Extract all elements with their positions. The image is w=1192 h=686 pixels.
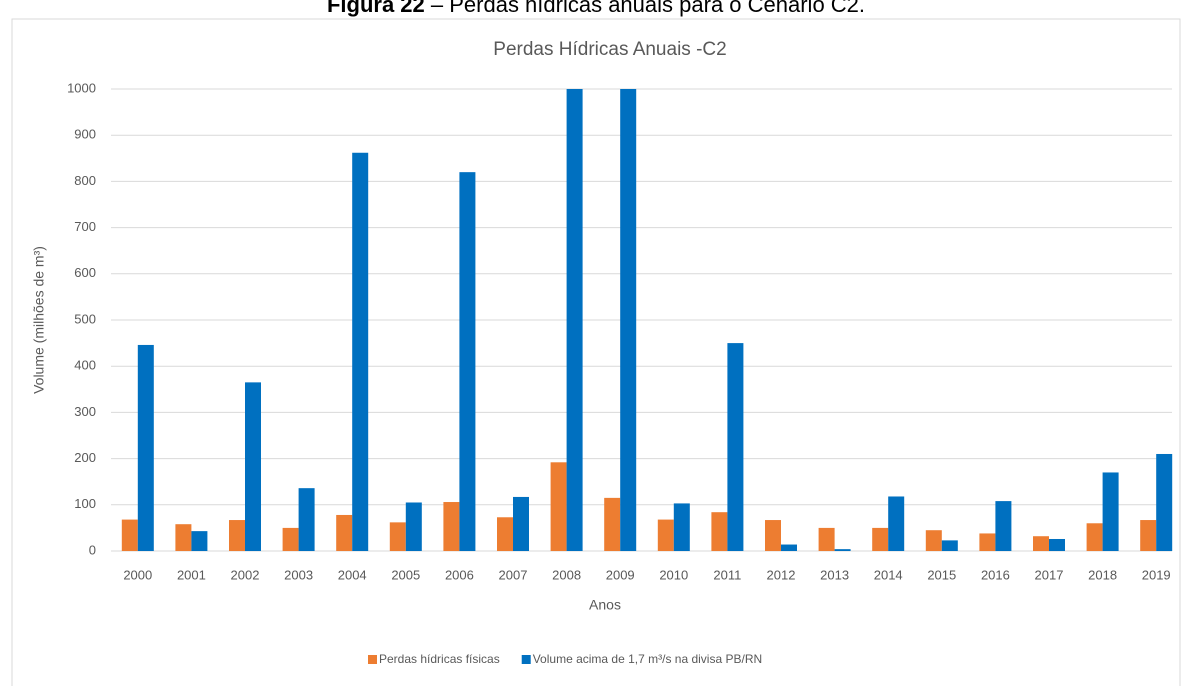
- chart-title: Perdas Hídricas Anuais -C2: [493, 39, 726, 60]
- x-tick-label: 2012: [767, 567, 796, 582]
- legend-label: Perdas hídricas físicas: [379, 652, 500, 666]
- bar: [657, 519, 674, 551]
- bar: [925, 530, 942, 551]
- bar: [229, 520, 245, 551]
- bar: [497, 517, 513, 551]
- x-tick-label: 2009: [606, 567, 635, 582]
- y-tick-label: 100: [74, 496, 96, 511]
- bar: [995, 501, 1012, 551]
- y-tick-label: 200: [74, 450, 96, 465]
- bar: [872, 527, 889, 551]
- bar: [1086, 523, 1103, 551]
- x-tick-label: 2010: [659, 567, 688, 582]
- x-tick-label: 2015: [927, 567, 956, 582]
- x-tick-label: 2007: [499, 567, 528, 582]
- x-tick-label: 2004: [338, 567, 367, 582]
- bar: [352, 152, 369, 552]
- x-tick-label: 2017: [1035, 567, 1064, 582]
- x-tick-label: 2006: [445, 567, 474, 582]
- bar: [979, 533, 996, 551]
- bar: [245, 382, 261, 551]
- bar: [298, 488, 315, 551]
- bar: [282, 527, 299, 551]
- bar: [765, 520, 781, 551]
- x-tick-label: 2001: [177, 567, 206, 582]
- y-tick-label: 400: [74, 358, 96, 373]
- x-tick-label: 2003: [284, 567, 313, 582]
- bar: [443, 502, 460, 551]
- y-tick-label: 1000: [67, 80, 96, 95]
- legend-swatch: [521, 655, 531, 664]
- bar: [1140, 520, 1157, 551]
- legend-swatch: [368, 655, 377, 664]
- legend-label: Volume acima de 1,7 m³/s na divisa PB/RN: [533, 652, 762, 666]
- bar: [389, 522, 406, 551]
- bar: [620, 89, 637, 551]
- bar: [1156, 453, 1173, 551]
- y-tick-label: 800: [74, 173, 96, 188]
- bar: [550, 462, 567, 551]
- y-tick-label: 600: [74, 265, 96, 280]
- x-tick-label: 2005: [391, 567, 420, 582]
- x-tick-label: 2014: [874, 567, 903, 582]
- bar: [941, 540, 958, 551]
- y-tick-label: 300: [74, 404, 96, 419]
- x-tick-label: 2013: [820, 567, 849, 582]
- x-tick-label: 2002: [231, 567, 260, 582]
- y-tick-label: 500: [74, 311, 96, 326]
- caption-label: Figura 22: [327, 0, 425, 17]
- bar: [191, 531, 208, 551]
- bar: [1033, 536, 1049, 551]
- x-tick-label: 2011: [713, 567, 741, 582]
- x-tick-label: 2018: [1088, 567, 1117, 582]
- chart-frame: [11, 18, 1181, 686]
- bar: [818, 527, 835, 551]
- bar: [336, 514, 353, 551]
- bar: [711, 512, 728, 551]
- bar: [459, 172, 476, 551]
- bar: [604, 497, 621, 551]
- bar: [673, 503, 690, 551]
- bar: [137, 344, 154, 551]
- y-axis-label: Volume (milhões de m³): [31, 246, 47, 394]
- bar: [727, 343, 744, 551]
- bar: [513, 496, 529, 551]
- y-tick-label: 700: [74, 219, 96, 234]
- bar: [1049, 538, 1065, 551]
- x-tick-label: 2000: [123, 567, 152, 582]
- x-tick-label: 2019: [1142, 567, 1171, 582]
- bar: [566, 89, 583, 551]
- bar: [834, 549, 851, 551]
- x-axis-label: Anos: [589, 597, 621, 613]
- x-tick-label: 2016: [981, 567, 1010, 582]
- caption-text: – Perdas hídricas anuais para o Cenário …: [431, 0, 865, 17]
- bar: [888, 496, 905, 551]
- bar: [121, 519, 138, 551]
- bar: [1102, 472, 1119, 551]
- bar: [405, 502, 422, 551]
- y-tick-label: 900: [74, 127, 96, 142]
- figure-caption: Figura 22 – Perdas hídricas anuais para …: [327, 0, 865, 17]
- x-tick-label: 2008: [552, 567, 581, 582]
- bar: [781, 544, 797, 551]
- bar: [175, 524, 192, 551]
- y-tick-label: 0: [89, 542, 96, 557]
